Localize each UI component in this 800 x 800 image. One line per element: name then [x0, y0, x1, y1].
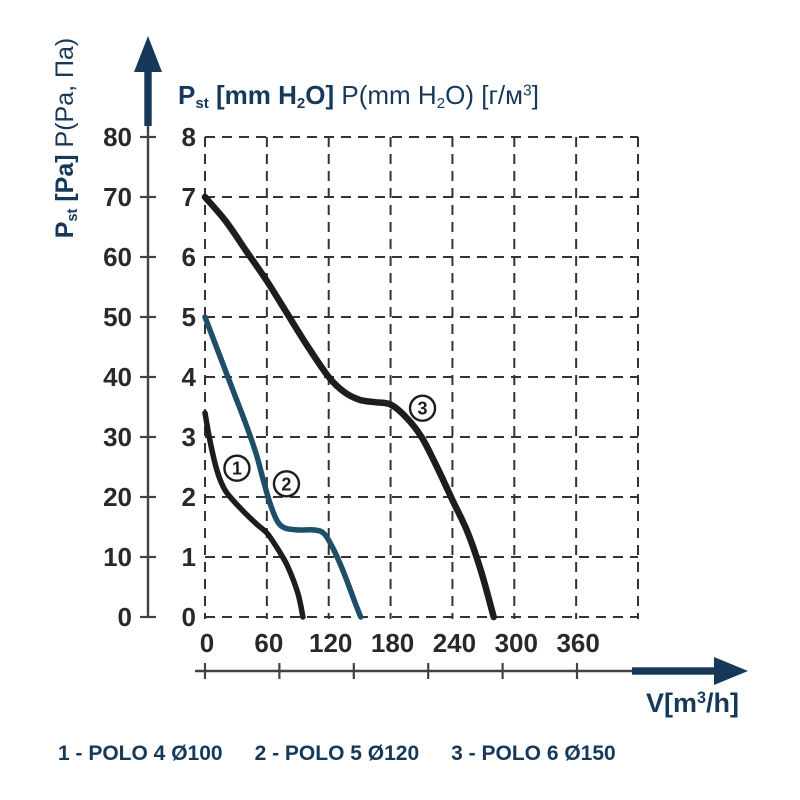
y-axis-title-seg-2: [Pa]	[50, 147, 79, 209]
chart-title-seg-1: st	[195, 95, 209, 113]
chart-title-seg-4: O]	[305, 80, 342, 110]
pa-tick-label: 0	[118, 602, 132, 632]
chart-title: Pst [mm H2O] P(mm H2O) [г/м3]	[178, 80, 539, 112]
curve-marker-circle-2	[272, 470, 301, 498]
mm-tick-label: 1	[182, 542, 196, 572]
mm-tick-label: 5	[182, 302, 196, 332]
chart-title-seg-9: ]	[531, 80, 539, 110]
chart-title-seg-5: P(mm H	[341, 80, 437, 110]
chart-title-seg-7: O) [г/м	[445, 80, 524, 110]
x-axis-arrowhead-icon	[714, 657, 748, 685]
x-tick-label: 120	[309, 628, 352, 658]
x-axis-title: V[m3/h]	[646, 688, 739, 719]
chart-title-seg-6: 2	[436, 95, 446, 113]
x-axis-arrow-icon	[632, 667, 720, 675]
pa-tick-label: 70	[103, 182, 132, 212]
mm-tick-label: 2	[182, 482, 196, 512]
y-axis-title-seg-1: st	[65, 208, 82, 222]
mm-tick-label: 7	[182, 182, 196, 212]
chart-title-seg-3: 2	[296, 95, 306, 113]
pa-tick-label: 10	[103, 542, 132, 572]
chart-legend: 1 - POLO 4 Ø100 2 - POLO 5 Ø120 3 - POLO 6…	[58, 742, 616, 766]
curve-polo-5-120	[202, 314, 364, 620]
pa-tick-label: 60	[103, 242, 132, 272]
y-axis-title: Pst [Pa] P(Pa, Па)	[51, 38, 81, 238]
x-axis-title-seg-0: V[m	[646, 688, 698, 718]
pa-tick-label: 50	[103, 302, 132, 332]
pa-tick-label: 80	[103, 122, 132, 152]
legend-item-2: 2 - POLO 5 Ø120	[254, 742, 420, 765]
y-axis-arrow-icon	[144, 60, 152, 126]
pa-tick-label: 20	[103, 482, 132, 512]
y-axis-title-seg-0: P	[50, 221, 79, 239]
x-axis-title-seg-1: 3	[697, 689, 707, 708]
chart-title-seg-8: 3	[523, 82, 532, 100]
legend-item-3: 3 - POLO 6 Ø150	[451, 742, 616, 765]
mm-tick-label: 8	[182, 122, 196, 152]
mm-tick-label: 0	[182, 602, 196, 632]
x-tick-label: 240	[433, 628, 476, 658]
mm-tick-label: 3	[182, 422, 196, 452]
curve-polo-4-100	[202, 410, 306, 620]
curve-marker-label-2: 2	[281, 474, 291, 494]
chart-title-seg-0: P	[178, 80, 196, 110]
curve-marker-circle-3	[408, 394, 437, 422]
x-tick-label: 0	[200, 628, 214, 658]
curve-marker-label-3: 3	[418, 399, 428, 419]
x-tick-label: 360	[556, 628, 599, 658]
mm-tick-label: 6	[182, 242, 196, 272]
x-axis-title-seg-2: /h]	[706, 688, 740, 718]
chart-title-seg-2: [mm H	[208, 80, 297, 110]
curve-marker-label-1: 1	[232, 459, 242, 479]
pa-tick-label: 30	[103, 422, 132, 452]
pa-tick-label: 40	[103, 362, 132, 392]
x-tick-label: 60	[254, 628, 283, 658]
x-tick-label: 300	[495, 628, 538, 658]
y-axis-arrowhead-icon	[134, 36, 162, 72]
x-tick-label: 180	[371, 628, 414, 658]
legend-item-1: 1 - POLO 4 Ø100	[58, 742, 223, 765]
mm-tick-label: 4	[182, 362, 197, 392]
y-axis-title-seg-3: P(Pa, Па)	[50, 37, 79, 148]
curve-polo-6-150	[201, 193, 497, 621]
curve-marker-circle-1	[223, 454, 251, 482]
